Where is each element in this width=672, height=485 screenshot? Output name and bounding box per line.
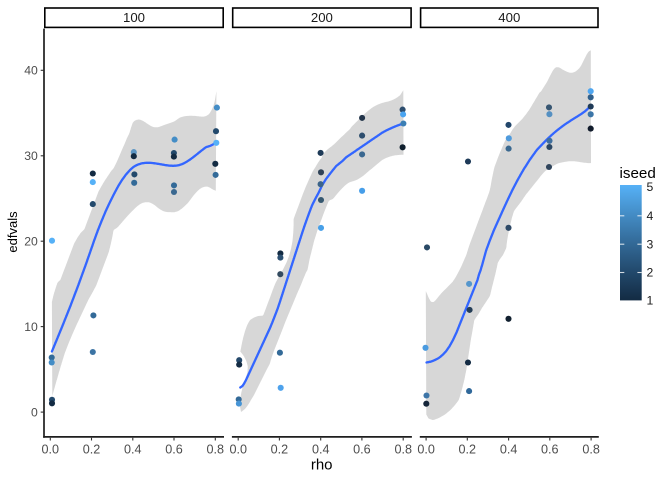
svg-text:iseed: iseed [620,165,656,182]
svg-text:400: 400 [498,10,520,25]
svg-text:0: 0 [31,405,38,419]
svg-text:0.4: 0.4 [124,442,142,456]
svg-text:edfvals: edfvals [5,211,20,253]
svg-text:0.6: 0.6 [165,442,183,456]
svg-text:3: 3 [647,237,654,251]
svg-text:30: 30 [24,149,38,163]
svg-text:0.4: 0.4 [312,442,330,456]
svg-text:2: 2 [647,266,654,280]
svg-text:100: 100 [123,10,145,25]
svg-text:10: 10 [24,320,38,334]
svg-text:0.6: 0.6 [353,442,371,456]
svg-text:0.8: 0.8 [582,442,600,456]
svg-text:0.0: 0.0 [417,442,435,456]
svg-text:4: 4 [647,209,654,223]
svg-text:20: 20 [24,235,38,249]
svg-text:0.4: 0.4 [500,442,518,456]
svg-text:40: 40 [24,64,38,78]
svg-text:1: 1 [647,293,654,307]
svg-text:200: 200 [311,10,333,25]
svg-text:0.0: 0.0 [42,442,60,456]
svg-text:5: 5 [647,180,654,194]
svg-text:0.8: 0.8 [207,442,225,456]
svg-text:0.6: 0.6 [541,442,559,456]
svg-text:rho: rho [311,457,333,474]
svg-text:0.2: 0.2 [271,442,289,456]
svg-text:0.8: 0.8 [394,442,412,456]
svg-text:0.2: 0.2 [459,442,477,456]
svg-text:0.0: 0.0 [229,442,247,456]
svg-text:0.2: 0.2 [83,442,101,456]
